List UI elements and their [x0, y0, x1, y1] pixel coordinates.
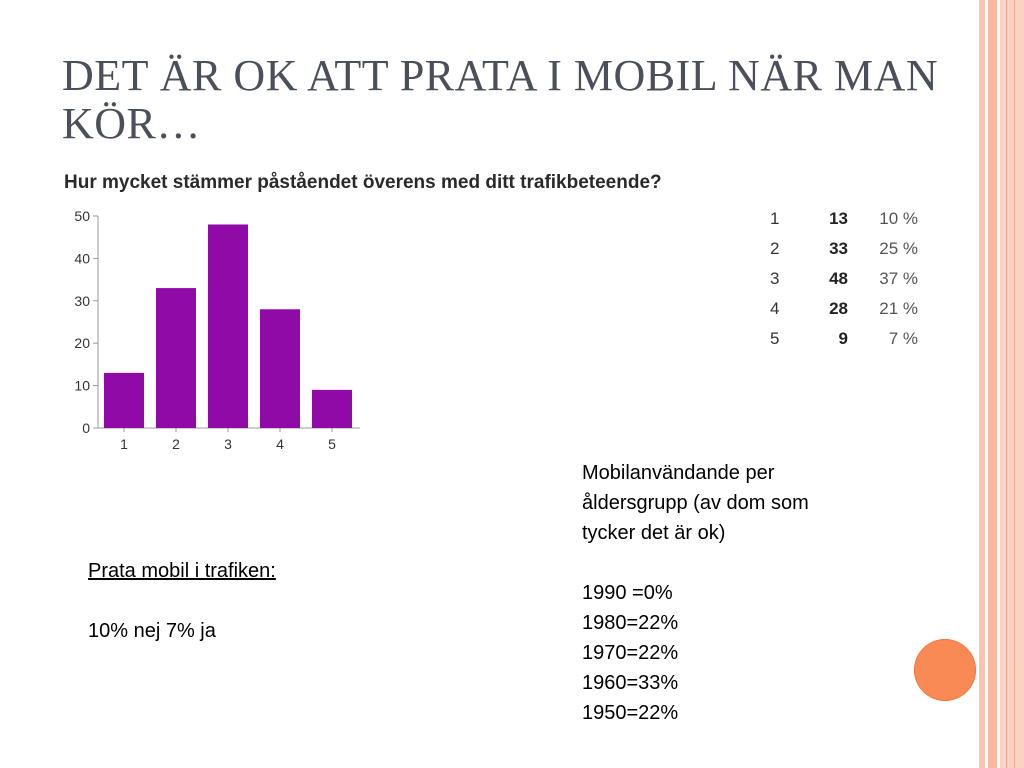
table-row: 5 9 7 % — [760, 324, 918, 354]
y-tick-label: 40 — [74, 250, 90, 266]
traffic-summary-heading: Prata mobil i trafiken: — [88, 560, 276, 582]
results-table: 1 13 10 % 2 33 25 % 3 48 37 % 4 28 21 % … — [760, 204, 918, 354]
y-tick-label: 0 — [82, 420, 90, 436]
age-group-item: 1980=22% — [582, 612, 679, 634]
decor-stripe — [979, 0, 985, 768]
decor-stripe — [1000, 0, 1024, 768]
age-group-item: 1970=22% — [582, 642, 679, 664]
table-cell-category: 3 — [770, 269, 780, 288]
decor-stripe — [985, 0, 988, 768]
age-group-item: 1990 =0% — [582, 582, 673, 604]
x-tick-label: 4 — [276, 436, 284, 452]
table-cell-category: 2 — [770, 239, 780, 258]
x-tick-label: 1 — [120, 436, 128, 452]
decor-stripe — [988, 0, 997, 768]
y-tick-label: 10 — [74, 378, 90, 394]
table-cell-percent: 10 % — [879, 209, 918, 228]
table-cell-percent: 25 % — [879, 239, 918, 258]
age-group-item: 1950=22% — [582, 702, 679, 724]
bar-3 — [208, 224, 248, 428]
table-cell-percent: 7 % — [888, 329, 918, 348]
table-cell-count: 28 — [829, 299, 848, 318]
spacer — [582, 548, 912, 578]
table-cell-count: 9 — [838, 329, 848, 348]
table-row: 3 48 37 % — [760, 264, 918, 294]
age-group-item: 1960=33% — [582, 672, 679, 694]
decor-circle — [914, 639, 976, 701]
y-tick-label: 30 — [74, 293, 90, 309]
x-tick-label: 5 — [328, 436, 336, 452]
age-group-usage: Mobilanvändande per åldersgrupp (av dom … — [582, 458, 912, 728]
bar-4 — [260, 309, 300, 428]
decor-stripe — [997, 0, 1000, 768]
x-tick-label: 3 — [224, 436, 232, 452]
age-group-intro: åldersgrupp (av dom som — [582, 492, 809, 514]
traffic-summary-body: 10% nej 7% ja — [88, 620, 216, 642]
table-cell-category: 1 — [770, 209, 780, 228]
bar-2 — [156, 288, 196, 428]
table-row: 1 13 10 % — [760, 204, 918, 234]
table-cell-percent: 37 % — [879, 269, 918, 288]
table-cell-category: 5 — [770, 329, 780, 348]
bar-1 — [104, 372, 144, 428]
table-cell-percent: 21 % — [879, 299, 918, 318]
age-group-intro: Mobilanvändande per — [582, 462, 775, 484]
table-cell-category: 4 — [770, 299, 780, 318]
slide-title: DET ÄR OK ATT PRATA I MOBIL NÄR MAN KÖR… — [62, 51, 939, 148]
table-row: 4 28 21 % — [760, 294, 918, 324]
traffic-summary: Prata mobil i trafiken: 10% nej 7% ja — [88, 556, 276, 646]
x-tick-label: 2 — [172, 436, 180, 452]
decor-stripe-line — [1006, 0, 1007, 768]
age-group-intro: tycker det är ok) — [582, 522, 726, 544]
table-cell-count: 13 — [829, 209, 848, 228]
bar-chart: 0 10 20 30 40 50 1 2 3 4 5 — [74, 208, 360, 452]
chart-title: Hur mycket stämmer påståendet överens me… — [64, 172, 662, 193]
decor-stripe-line — [1014, 0, 1015, 768]
y-tick-label: 20 — [74, 335, 90, 351]
table-cell-count: 33 — [829, 239, 848, 258]
table-row: 2 33 25 % — [760, 234, 918, 264]
y-tick-label: 50 — [74, 208, 90, 224]
table-cell-count: 48 — [829, 269, 848, 288]
bar-5 — [312, 389, 352, 428]
spacer — [88, 586, 276, 616]
